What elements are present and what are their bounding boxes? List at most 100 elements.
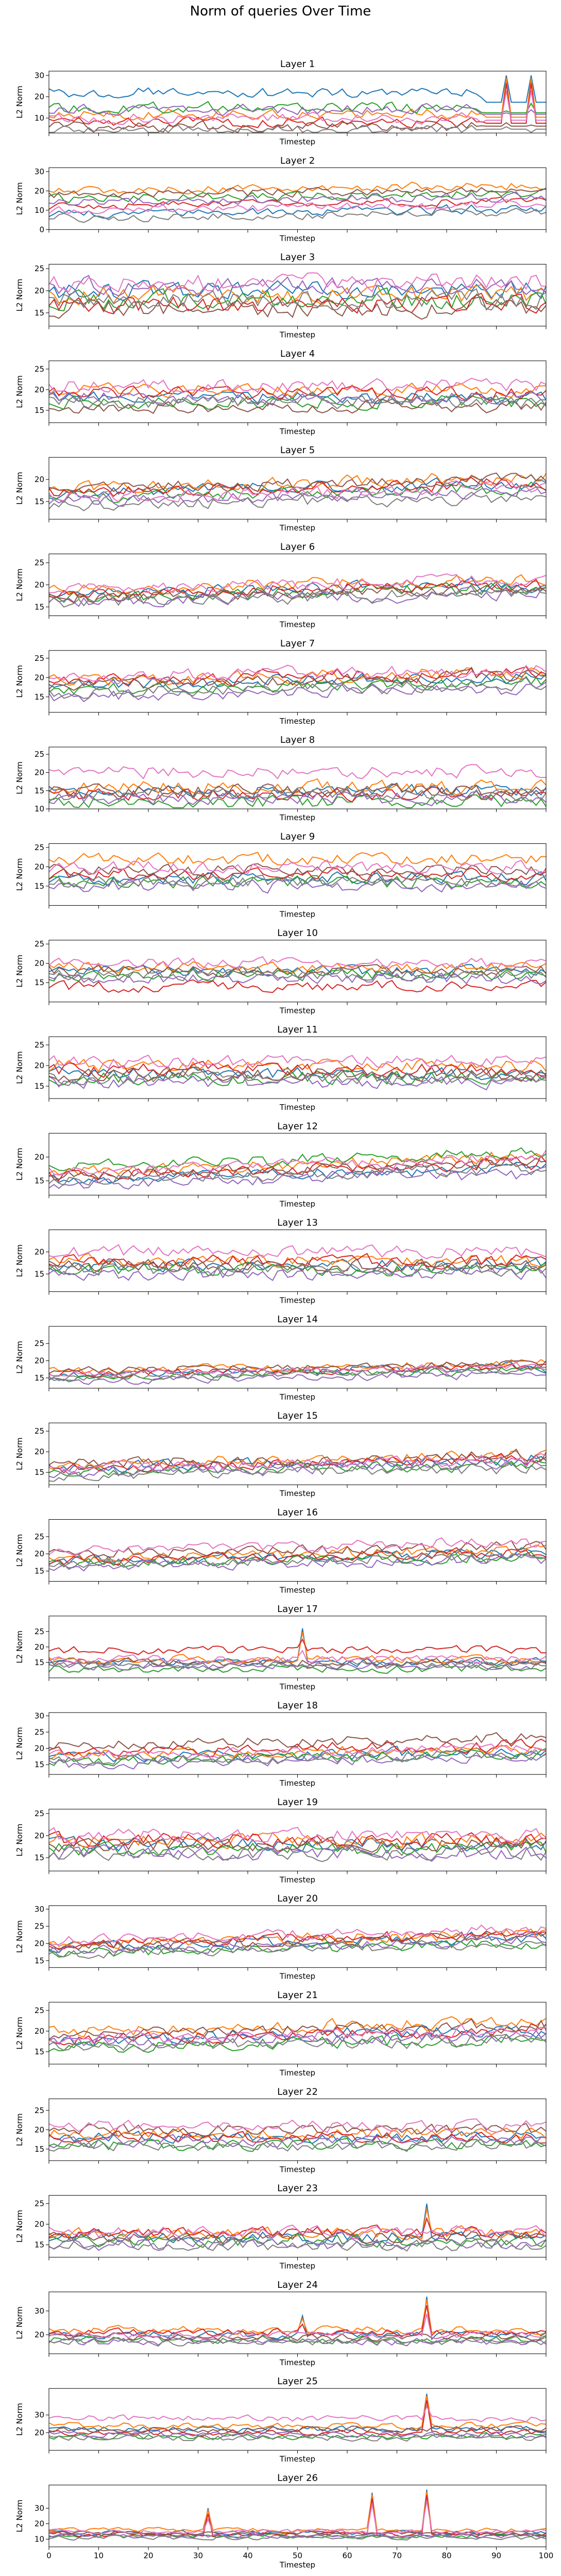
y-axis-label: L2 Norm [15, 375, 24, 408]
y-tick-label: 15 [35, 308, 44, 318]
y-tick-label: 30 [35, 2411, 44, 2420]
y-tick-label: 25 [35, 1426, 44, 1436]
series-line [49, 2500, 546, 2535]
series-line [49, 204, 546, 219]
series-group [49, 377, 546, 414]
panel-2: Layer 2 0 10 20 30 Timestep L2 Norm [15, 155, 547, 243]
series-line [49, 1261, 546, 1277]
y-axis-label: L2 Norm [15, 665, 24, 698]
x-tick-label: 60 [342, 2551, 352, 2561]
series-line [49, 961, 546, 974]
y-axis-label: L2 Norm [15, 2210, 24, 2243]
series-line [49, 2139, 546, 2152]
series-group [49, 2203, 546, 2252]
x-axis-label: Timestep [279, 1392, 315, 1402]
y-tick-label: 20 [35, 92, 44, 102]
series-line [49, 75, 546, 103]
y-axis-label: L2 Norm [15, 1727, 24, 1760]
panel-title: Layer 10 [277, 928, 318, 939]
panel-title: Layer 21 [277, 1990, 318, 2001]
series-line [49, 2018, 546, 2040]
series-line [49, 852, 546, 866]
panel-11: Layer 11 15 20 25 Timestep L2 Norm [15, 1024, 547, 1112]
y-axis-label: L2 Norm [15, 1341, 24, 1374]
y-tick-label: 30 [35, 71, 44, 80]
panel-title: Layer 5 [280, 445, 315, 456]
series-line [49, 1157, 546, 1180]
series-line [49, 1553, 546, 1572]
series-group [49, 1244, 546, 1282]
x-axis-label: Timestep [279, 620, 315, 629]
y-tick-label: 30 [35, 1904, 44, 1914]
y-tick-label: 20 [35, 1247, 44, 1256]
series-line [49, 1832, 546, 1850]
series-group [49, 1359, 546, 1385]
y-tick-label: 20 [35, 1939, 44, 1948]
series-group [49, 181, 546, 223]
series-line [49, 1458, 546, 1478]
series-line [49, 90, 546, 125]
series-line [49, 574, 546, 594]
y-axis-label: L2 Norm [15, 2114, 24, 2147]
series-line [49, 1150, 546, 1176]
panel-title: Layer 1 [280, 59, 315, 70]
series-line [49, 1664, 546, 1674]
series-line [49, 2030, 546, 2047]
series-line [49, 2305, 546, 2337]
panel-title: Layer 18 [277, 1700, 318, 1711]
y-tick-label: 15 [35, 2047, 44, 2056]
y-axis-label: L2 Norm [15, 1534, 24, 1567]
y-tick-label: 25 [35, 843, 44, 852]
y-tick-label: 20 [35, 1831, 44, 1840]
series-line [49, 1845, 546, 1863]
series-line [49, 1738, 546, 1757]
series-line [49, 1058, 546, 1073]
series-line [49, 787, 546, 802]
plot-frame [48, 71, 547, 134]
y-tick-label: 10 [35, 804, 44, 813]
series-line [49, 786, 546, 803]
y-tick-label: 15 [35, 1567, 44, 1576]
x-axis-label: Timestep [279, 234, 315, 243]
series-line [49, 1244, 546, 1259]
panel-9: Layer 9 15 20 25 Timestep L2 Norm [15, 831, 547, 919]
series-line [49, 956, 546, 970]
series-line [49, 867, 546, 883]
panel-8: Layer 8 10 15 20 25 Timestep L2 Norm [15, 735, 547, 822]
y-axis-label: L2 Norm [15, 2403, 24, 2436]
series-line [49, 1066, 546, 1082]
panel-3: Layer 3 15 20 25 Timestep L2 Norm [15, 252, 547, 340]
y-axis-label: L2 Norm [15, 1148, 24, 1181]
series-line [49, 668, 546, 691]
figure-title: Norm of queries Over Time [190, 4, 371, 19]
y-tick-label: 25 [35, 558, 44, 568]
x-axis-label: Timestep [279, 1199, 315, 1208]
x-axis-label: Timestep [279, 2068, 315, 2078]
plot-frame [48, 360, 547, 423]
panel-title: Layer 15 [277, 1410, 318, 1421]
y-tick-label: 15 [35, 1658, 44, 1667]
panel-10: Layer 10 15 20 25 Timestep L2 Norm [15, 928, 547, 1016]
y-tick-label: 10 [35, 2535, 44, 2544]
series-line [49, 2534, 546, 2541]
series-line [49, 587, 546, 608]
y-tick-label: 30 [35, 167, 44, 176]
x-axis-label: Timestep [279, 137, 315, 146]
series-line [49, 1253, 546, 1270]
series-line [49, 2122, 546, 2137]
series-line [49, 2425, 546, 2434]
y-tick-label: 20 [35, 959, 44, 968]
series-line [49, 972, 546, 985]
series-line [49, 1151, 546, 1176]
panel-25: Layer 25 20 30 Timestep L2 Norm [15, 2376, 547, 2464]
series-line [49, 1253, 546, 1268]
series-line [49, 1371, 546, 1385]
series-line [49, 666, 546, 687]
series-line [49, 272, 546, 293]
y-axis-label: L2 Norm [15, 86, 24, 119]
series-line [49, 284, 546, 306]
y-tick-label: 20 [35, 1744, 44, 1753]
y-tick-label: 15 [35, 1853, 44, 1863]
